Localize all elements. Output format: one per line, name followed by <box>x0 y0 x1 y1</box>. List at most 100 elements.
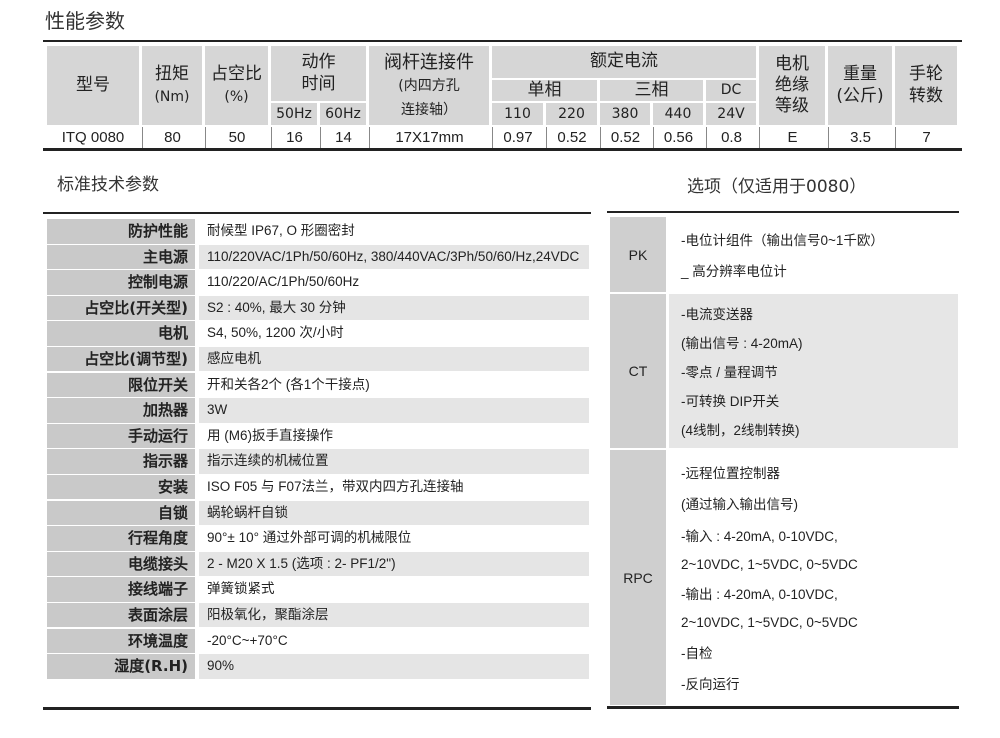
spec-value: -20°C~+70°C <box>207 632 288 648</box>
option-line: -电位计组件（输出信号0~1千欧） <box>681 232 884 248</box>
divider <box>607 211 959 213</box>
spec-row: 电缆接头 2 - M20 X 1.5 (选项 : 2- PF1/2") <box>47 551 589 577</box>
option-rpc: RPC -远程位置控制器 (通过输入输出信号) -输入 : 4-20mA, 0-10… <box>610 450 958 705</box>
option-ct: CT -电流变送器 (输出信号 : 4-20mA) -零点 / 量程调节 -可转换 D… <box>610 294 958 448</box>
cell: 80 <box>142 127 202 150</box>
header-single-phase: 单相 <box>492 80 597 102</box>
option-label: RPC <box>610 450 666 705</box>
option-line: 2~10VDC, 1~5VDC, 0~5VDC <box>681 614 858 630</box>
header-weight: 重量 (公斤) <box>828 46 892 126</box>
option-line: (输出信号 : 4-20mA) <box>681 336 803 351</box>
spec-row: 加热器 3W <box>47 398 589 423</box>
spec-label: 指示器 <box>47 449 195 474</box>
header-220: 220 <box>546 103 597 126</box>
standard-spec-list: 防护性能 耐候型 IP67, O 形圈密封 主电源 110/220VAC/1Ph/50… <box>47 219 589 680</box>
divider <box>43 707 591 710</box>
header-torque: 扭矩 (Nm) <box>142 46 202 126</box>
cell: 16 <box>271 127 317 150</box>
divider <box>43 40 962 42</box>
cell: 7 <box>895 127 957 150</box>
spec-row: 防护性能 耐候型 IP67, O 形圈密封 <box>47 219 589 244</box>
option-line: -远程位置控制器 <box>681 465 780 481</box>
spec-row: 接线端子 弹簧锁紧式 <box>47 577 589 602</box>
spec-value: 110/220/AC/1Ph/50/60Hz <box>207 274 360 290</box>
spec-row: 指示器 指示连续的机械位置 <box>47 449 589 474</box>
spec-row: 限位开关 开和关各2个 (各1个干接点) <box>47 372 589 398</box>
spec-row: 电机 S4, 50%, 1200 次/小时 <box>47 321 589 346</box>
spec-label: 占空比(开关型) <box>47 295 195 321</box>
option-label: PK <box>610 217 666 292</box>
spec-value: S4, 50%, 1200 次/小时 <box>207 325 344 341</box>
spec-label: 湿度(R.H) <box>47 654 195 679</box>
spec-value: ISO F05 与 F07法兰，带双内四方孔连接轴 <box>207 478 464 494</box>
spec-row: 控制电源 110/220/AC/1Ph/50/60Hz <box>47 270 589 295</box>
spec-value: 110/220VAC/1Ph/50/60Hz, 380/440VAC/3Ph/5… <box>199 244 589 270</box>
header-insulation: 电机 绝缘 等级 <box>759 46 825 126</box>
standard-title: 标准技术参数 <box>57 175 159 195</box>
spec-label: 接线端子 <box>47 577 195 602</box>
option-label: CT <box>610 294 666 448</box>
option-line: -电流变送器 <box>681 307 753 322</box>
spec-row: 环境温度 -20°C~+70°C <box>47 628 589 653</box>
header-380: 380 <box>600 103 650 126</box>
header-model: 型号 <box>47 46 139 126</box>
spec-label: 行程角度 <box>47 526 195 551</box>
divider <box>43 212 591 214</box>
option-line: 2~10VDC, 1~5VDC, 0~5VDC <box>681 556 858 572</box>
divider <box>43 148 962 151</box>
spec-value: 耐候型 IP67, O 形圈密封 <box>207 223 355 238</box>
spec-label: 环境温度 <box>47 628 195 653</box>
header-three-phase: 三相 <box>600 80 703 102</box>
spec-label: 表面涂层 <box>47 602 195 628</box>
cell: 0.52 <box>600 127 650 150</box>
table-row: ITQ 0080 80 50 16 14 17X17mm 0.97 0.52 0… <box>47 127 957 150</box>
spec-label: 防护性能 <box>47 219 195 244</box>
cell: 17X17mm <box>369 127 489 150</box>
spec-label: 限位开关 <box>47 372 195 398</box>
spec-row: 占空比(调节型) 感应电机 <box>47 346 589 372</box>
spec-label: 控制电源 <box>47 270 195 295</box>
option-line: -可转换 DIP开关 <box>681 394 780 409</box>
cell: E <box>759 127 825 150</box>
spec-row: 湿度(R.H) 90% <box>47 654 589 679</box>
spec-row: 行程角度 90°± 10° 通过外部可调的机械限位 <box>47 526 589 551</box>
header-stem: 阀杆连接件 (内四方孔 连接轴） <box>369 46 489 126</box>
option-line: (通过输入输出信号) <box>681 497 798 513</box>
option-line: -零点 / 量程调节 <box>681 365 778 380</box>
header-dc: DC <box>706 80 756 102</box>
spec-row: 自锁 蜗轮蜗杆自锁 <box>47 500 589 526</box>
cell: 50 <box>205 127 268 150</box>
spec-value: 用 (M6)扳手直接操作 <box>207 427 333 443</box>
header-50hz: 50Hz <box>271 103 317 126</box>
spec-row: 安装 ISO F05 与 F07法兰，带双内四方孔连接轴 <box>47 474 589 500</box>
header-440: 440 <box>653 103 703 126</box>
header-110: 110 <box>492 103 543 126</box>
performance-title: 性能参数 <box>45 9 125 33</box>
option-line: _ 高分辨率电位计 <box>681 264 787 280</box>
header-handwheel: 手轮 转数 <box>895 46 957 126</box>
header-60hz: 60Hz <box>320 103 366 126</box>
cell: 0.52 <box>546 127 597 150</box>
spec-label: 电机 <box>47 321 195 346</box>
spec-value: 蜗轮蜗杆自锁 <box>199 500 589 526</box>
option-line: -自检 <box>681 645 713 661</box>
spec-row: 手动运行用 (M6)扳手直接操作 <box>47 423 589 449</box>
cell: 0.8 <box>706 127 756 150</box>
spec-label: 加热器 <box>47 398 195 423</box>
header-24v: 24V <box>706 103 756 126</box>
option-line: -输入 : 4-20mA, 0-10VDC, <box>681 528 838 544</box>
options-title: 选项（仅适用于0080） <box>687 177 867 197</box>
divider <box>607 706 959 709</box>
option-line: -反向运行 <box>681 677 740 693</box>
spec-row: 占空比(开关型) S2 : 40%, 最大 30 分钟 <box>47 295 589 321</box>
spec-value: 弹簧锁紧式 <box>207 581 275 597</box>
spec-label: 安装 <box>47 474 195 500</box>
cell: 3.5 <box>828 127 892 150</box>
cell: 14 <box>320 127 366 150</box>
cell: ITQ 0080 <box>47 127 139 150</box>
header-duty: 占空比 (%) <box>205 46 268 126</box>
spec-label: 主电源 <box>47 244 195 270</box>
spec-label: 占空比(调节型) <box>47 346 195 372</box>
spec-row: 主电源 110/220VAC/1Ph/50/60Hz, 380/440VAC/3P… <box>47 244 589 270</box>
header-action-time: 动作 时间 <box>271 46 366 102</box>
